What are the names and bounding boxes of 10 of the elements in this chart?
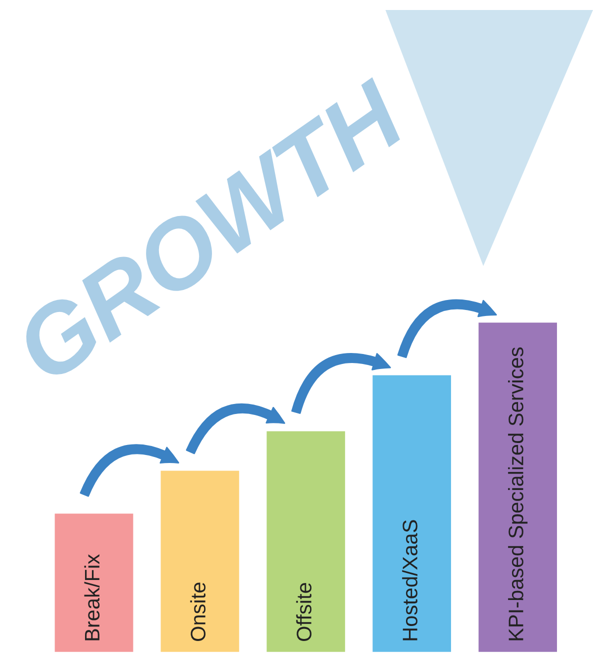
x-tick-label: Hosted/XaaS (402, 520, 418, 640)
x-tick-label: Offsite (296, 583, 312, 641)
bar (372, 375, 452, 652)
bar (54, 514, 134, 652)
bar (266, 431, 346, 652)
x-tick-label: KPI-based Specialized Services (508, 347, 528, 640)
bar (160, 470, 240, 652)
bar (478, 322, 557, 652)
x-tick-label: Onsite (190, 582, 206, 641)
x-tick-label: Break/Fix (84, 554, 100, 640)
